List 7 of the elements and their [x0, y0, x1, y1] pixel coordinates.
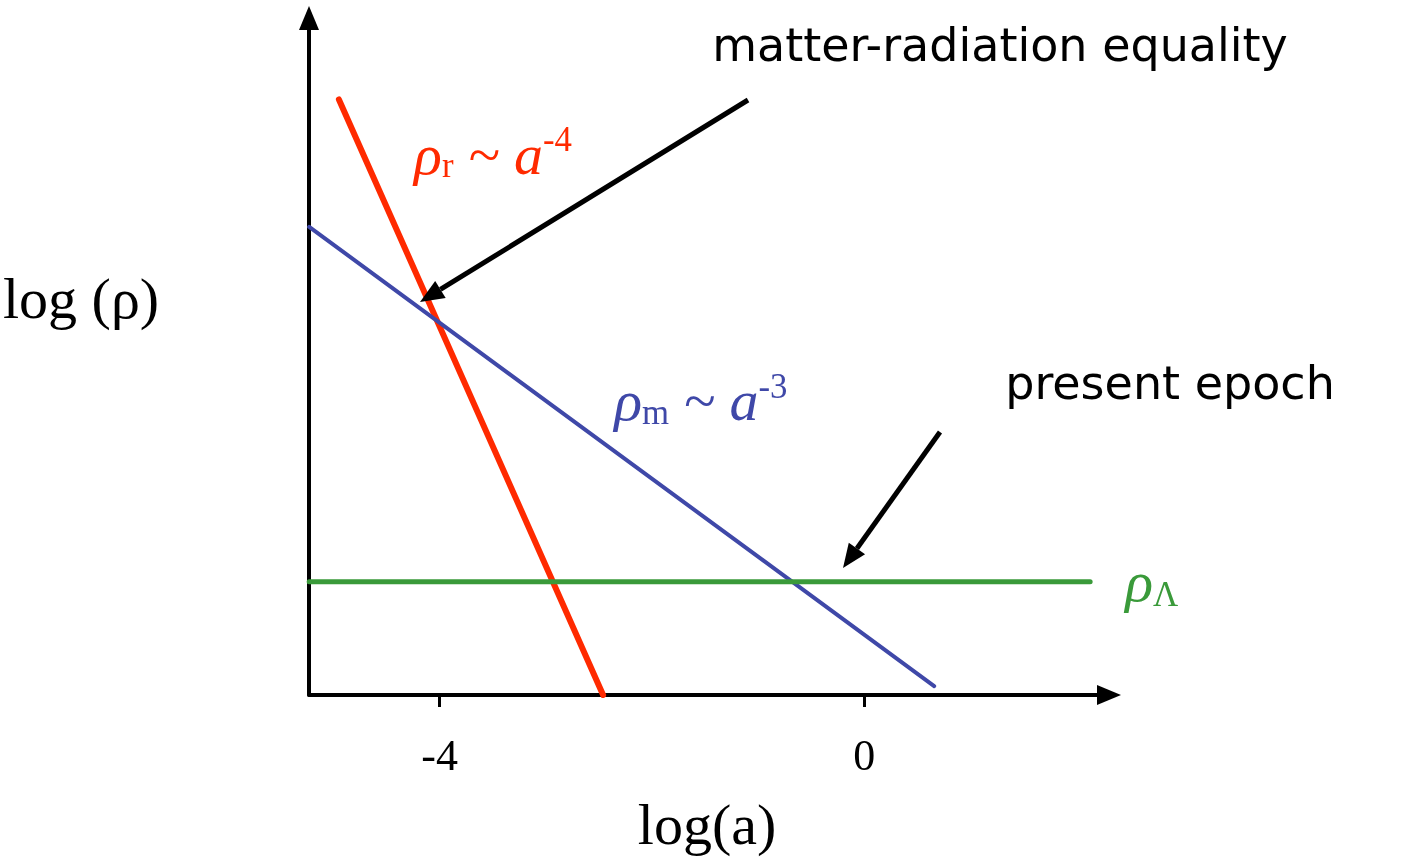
text: matter-radiation equality	[712, 18, 1288, 72]
x-axis-title: log(a)	[637, 791, 777, 857]
x-tick-label: -4	[421, 730, 459, 780]
x-tick-label: 0	[853, 730, 876, 780]
y-axis-title: log (ρ)	[3, 266, 160, 331]
series-label: ρΛ	[1123, 549, 1179, 615]
annotation: present epoch	[1005, 356, 1335, 410]
